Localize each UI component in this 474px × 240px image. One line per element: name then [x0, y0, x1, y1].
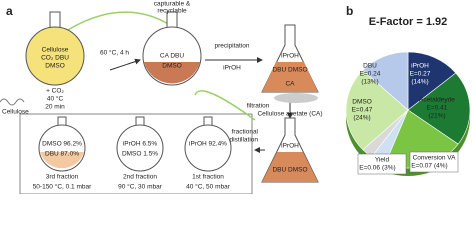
step: precipitation	[214, 43, 249, 50]
slice-label: DMSO	[352, 99, 372, 106]
flask-text: Cellulose	[42, 47, 69, 54]
flask-text: CO₂ DBU	[41, 55, 69, 62]
value-label: (3%)	[382, 165, 396, 172]
slice-e-label: E=0.47	[352, 107, 373, 114]
flask	[184, 124, 232, 172]
value-label: (14%)	[411, 79, 428, 86]
flask-liquid	[40, 152, 84, 169]
fraction-conditions: 40 °C, 50 mbar	[186, 183, 231, 191]
condition: 20 min	[45, 104, 65, 111]
recycle-arrow	[194, 90, 256, 121]
condition: + CO₂	[46, 88, 64, 95]
flask-text: DBU DMSO	[272, 167, 307, 174]
fraction-name: 1st fraction	[192, 174, 224, 181]
step: fractional	[232, 129, 259, 136]
slice-label: Conversion VA	[413, 155, 457, 162]
slice-e-label: E=0.24	[360, 71, 381, 78]
step: distillation	[229, 137, 258, 144]
value-label: (13%)	[361, 79, 378, 86]
flask-neck	[49, 11, 61, 29]
product: Cellulose acetate (CA)	[257, 111, 322, 118]
condition: 40 °C	[47, 95, 64, 103]
pie-slice	[362, 51, 409, 111]
fraction-name: 2nd fraction	[123, 174, 157, 181]
flask-liquid	[262, 62, 318, 92]
slice-label: iPrOH	[411, 63, 429, 70]
fraction-name: 3rd fraction	[46, 174, 79, 181]
value-label: (24%)	[353, 115, 370, 122]
step: filtration	[247, 103, 270, 110]
panel-a-shapes	[0, 11, 319, 194]
flask-text: DMSO 96.2%	[42, 141, 82, 148]
flask-text: CA	[285, 81, 295, 88]
flask-text: DMSO	[45, 63, 65, 70]
slice-e-label: E=0.06	[359, 165, 380, 172]
panel-label: a	[6, 4, 13, 18]
pie-slice	[407, 51, 457, 111]
pie-slice	[345, 69, 409, 151]
flask-text: iPrOH 92.4%	[189, 141, 227, 148]
value-label: (21%)	[428, 113, 445, 120]
flask	[25, 26, 85, 86]
fraction-conditions: 50-150 °C, 0.1 mbar	[33, 183, 92, 191]
slice-label: Acetaldeyde	[419, 97, 455, 104]
cellulose-icon	[0, 98, 25, 106]
slice-e-label: E=0.41	[427, 105, 448, 112]
note: recyclable	[157, 8, 187, 15]
flask-text: DMSO	[162, 63, 182, 70]
recycle-arrow	[59, 11, 171, 36]
chart-title: E-Factor = 1.92	[369, 16, 448, 28]
label-box	[409, 151, 459, 173]
panel-label: b	[346, 4, 353, 18]
flask-liquid	[144, 62, 200, 84]
cellulose-label: Cellulose	[2, 109, 29, 116]
slice-label: Yield	[375, 157, 390, 164]
flask-text: DMSO 1.5%	[122, 151, 158, 158]
flask-text: DBU 87.0%	[45, 151, 79, 158]
label-box	[357, 153, 407, 175]
slice-e-label: E=0.27	[410, 71, 431, 78]
condition: 60 °C, 4 h	[100, 49, 129, 57]
slice-e-label: E=0.07	[411, 163, 432, 170]
fractions: DMSO 96.2% DBU 87.0% 3rd fraction 50-150 °C…	[33, 141, 231, 191]
flask-text: iPrOH	[281, 53, 299, 60]
flask-text: iPrOH 6.5%	[123, 141, 158, 148]
arrow	[109, 58, 141, 71]
flask-liquid	[262, 152, 318, 182]
flask-text: iPrOH	[281, 143, 299, 150]
note: capturable &	[154, 1, 191, 8]
flask-text: CA DBU	[160, 53, 185, 60]
flask-text: DBU DMSO	[272, 67, 307, 74]
fraction-conditions: 90 °C, 30 mbar	[118, 183, 163, 191]
ca-powder	[274, 93, 318, 103]
step: iPrOH	[223, 65, 241, 72]
value-label: (4%)	[434, 163, 448, 170]
flask	[116, 124, 164, 172]
slice-label: DBU	[363, 63, 377, 70]
figure: a Cellulose CO₂ DBU DMSO + CO₂ 40 °C 20 …	[0, 1, 471, 194]
pie-slice	[407, 72, 471, 145]
